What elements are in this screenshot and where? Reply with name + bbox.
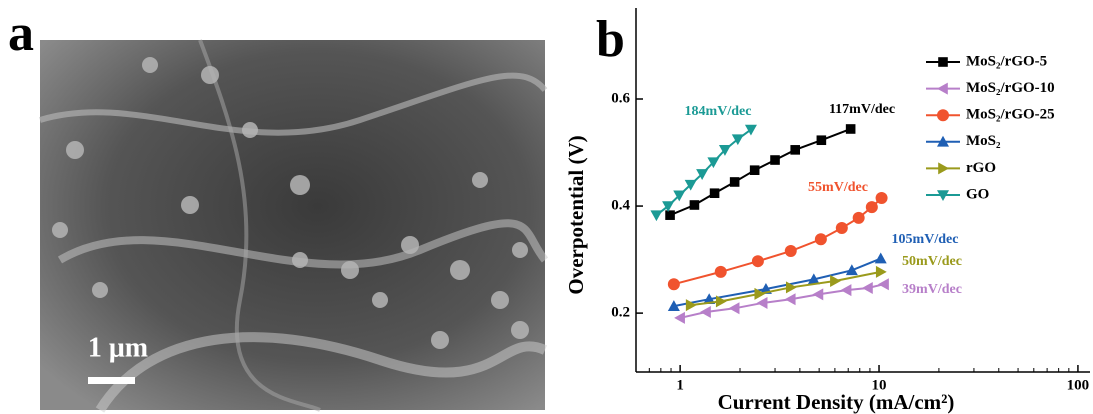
marker [770,155,780,165]
marker [685,299,697,312]
legend-label: rGO [966,160,996,176]
x-tick-label: 10 [872,377,887,393]
marker [744,124,757,136]
marker [861,281,873,294]
marker [707,157,720,169]
marker [684,179,697,191]
marker [937,135,949,147]
marker [865,201,878,214]
marker [700,306,711,319]
marker [784,293,796,306]
slope-annotation: 55mV/dec [808,180,868,195]
x-axis-label: Current Density (mA/cm²) [718,390,955,414]
marker [714,265,727,278]
marker [830,275,841,287]
marker [662,201,675,213]
marker [703,293,716,304]
legend-label: MoS₂/rGO-25 [966,107,1055,123]
marker [729,177,740,187]
panel-label: b [596,11,625,68]
legend-label: MoS₂/rGO-10 [966,80,1055,96]
panel-label: a [8,5,34,62]
marker [696,169,709,180]
marker [667,300,680,311]
slope-annotation: 117mV/dec [829,102,895,117]
marker [874,252,887,264]
slope-annotation: 184mV/dec [685,104,752,119]
marker [731,134,744,146]
marker [749,165,760,175]
slope-annotation: 105mV/dec [892,232,959,247]
slope-annotation: 39mV/dec [902,282,962,297]
marker [878,278,889,291]
slope-annotation: 50mV/dec [902,254,962,269]
marker [875,265,887,278]
marker [667,278,680,291]
marker [751,255,764,268]
scale-bar-label: 1 μm [88,332,148,363]
y-tick-label: 0.4 [611,197,630,213]
marker [673,190,686,202]
marker [812,288,824,301]
y-axis-label: Overpotential (V) [564,135,588,294]
marker [718,145,731,156]
marker [845,264,858,276]
legend-label: MoS₂ [966,133,1001,149]
x-tick-label: 1 [676,377,684,393]
legend-label: MoS₂/rGO-5 [966,53,1047,69]
marker [840,284,852,297]
marker [835,222,848,235]
marker [937,82,948,95]
marker [807,273,820,285]
marker [938,57,948,67]
marker [937,190,949,201]
marker [785,281,797,294]
marker [937,109,949,122]
marker [665,210,675,220]
sem-image: 1 μm [39,39,549,413]
marker [814,233,827,246]
marker [689,200,700,210]
marker [754,287,766,300]
marker [709,188,720,199]
marker [650,210,663,222]
marker [790,145,801,155]
marker [852,211,865,224]
marker [875,192,888,205]
marker [938,162,949,175]
x-tick-label: 100 [1067,377,1090,393]
legend-label: GO [966,186,989,202]
marker [715,295,727,308]
y-tick-label: 0.2 [611,305,630,321]
marker [756,296,768,309]
marker [845,124,856,134]
series-line [690,270,881,307]
series-line [673,257,882,308]
marker [674,311,685,324]
marker [784,245,797,258]
y-tick-label: 0.6 [611,90,630,106]
marker [816,135,827,146]
marker [728,302,740,315]
